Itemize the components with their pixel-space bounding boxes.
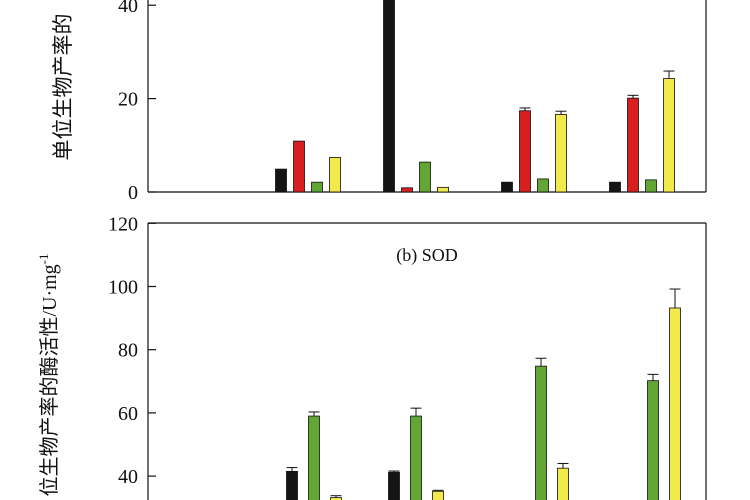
- panel-b-bars: [286, 288, 681, 500]
- panel-b-y-axis-label-sup: -1: [36, 253, 51, 264]
- panel-a-y-ticks: 0 20 40: [118, 0, 156, 204]
- panel-a-bar: [419, 161, 431, 192]
- panel-a-bar: [519, 110, 531, 192]
- panel-b-y-tick-label: 40: [118, 466, 138, 488]
- panel-b-y-axis-label: 位生物产率的酶活性/U·mg-1: [36, 253, 61, 496]
- panel-a-bar: [401, 187, 413, 192]
- panel-a-y-tick-label: 20: [118, 89, 138, 111]
- panel-a-bar: [293, 140, 305, 192]
- panel-b-bar: [557, 467, 569, 500]
- panel-b-bar: [432, 490, 444, 500]
- panel-a-bar: [609, 181, 621, 192]
- panel-b-y-tick-label: 80: [118, 340, 138, 362]
- panel-a-bar: [645, 179, 657, 192]
- panel-a-bar: [537, 178, 549, 192]
- panel-a-bar: [275, 168, 287, 192]
- panel-a-y-tick-label: 0: [128, 182, 138, 204]
- panel-a-bar: [383, 0, 395, 192]
- panel-b-y-ticks: 40 60 80 100 120: [108, 213, 156, 488]
- panel-a-bar: [555, 114, 567, 192]
- panel-b-title: (b) SOD: [396, 245, 458, 266]
- panel-a-bar: [437, 186, 449, 192]
- panel-a-bar: [627, 97, 639, 192]
- panel-b-y-axis-label-main: 位生物产率的酶活性/U·mg: [38, 264, 61, 496]
- panel-b-bar: [647, 380, 659, 500]
- panel-b-y-tick-label: 120: [108, 213, 138, 235]
- panel-a: 0 20 40 单位生物产率的: [51, 0, 707, 204]
- panel-b-y-tick-label: 60: [118, 403, 138, 425]
- panel-b-y-tick-label: 100: [108, 277, 138, 299]
- panel-b-bar: [388, 471, 400, 500]
- panel-a-bar: [329, 157, 341, 192]
- panel-a-bar: [663, 78, 675, 192]
- panel-b-bar: [669, 307, 681, 500]
- panel-b-bar: [535, 365, 547, 500]
- panel-a-y-tick-label: 40: [118, 0, 138, 17]
- panel-b-bar: [308, 415, 320, 500]
- panel-a-bars: [275, 0, 675, 192]
- panel-b-bar: [286, 470, 298, 500]
- panel-b-bar: [410, 415, 422, 500]
- panel-a-y-axis-label: 单位生物产率的: [51, 14, 75, 161]
- panel-a-bar: [501, 181, 513, 192]
- panel-a-bar: [311, 181, 323, 192]
- panel-b: 40 60 80 100 120 (b) SOD 位生物产率的酶活性/U·mg-1: [36, 213, 707, 500]
